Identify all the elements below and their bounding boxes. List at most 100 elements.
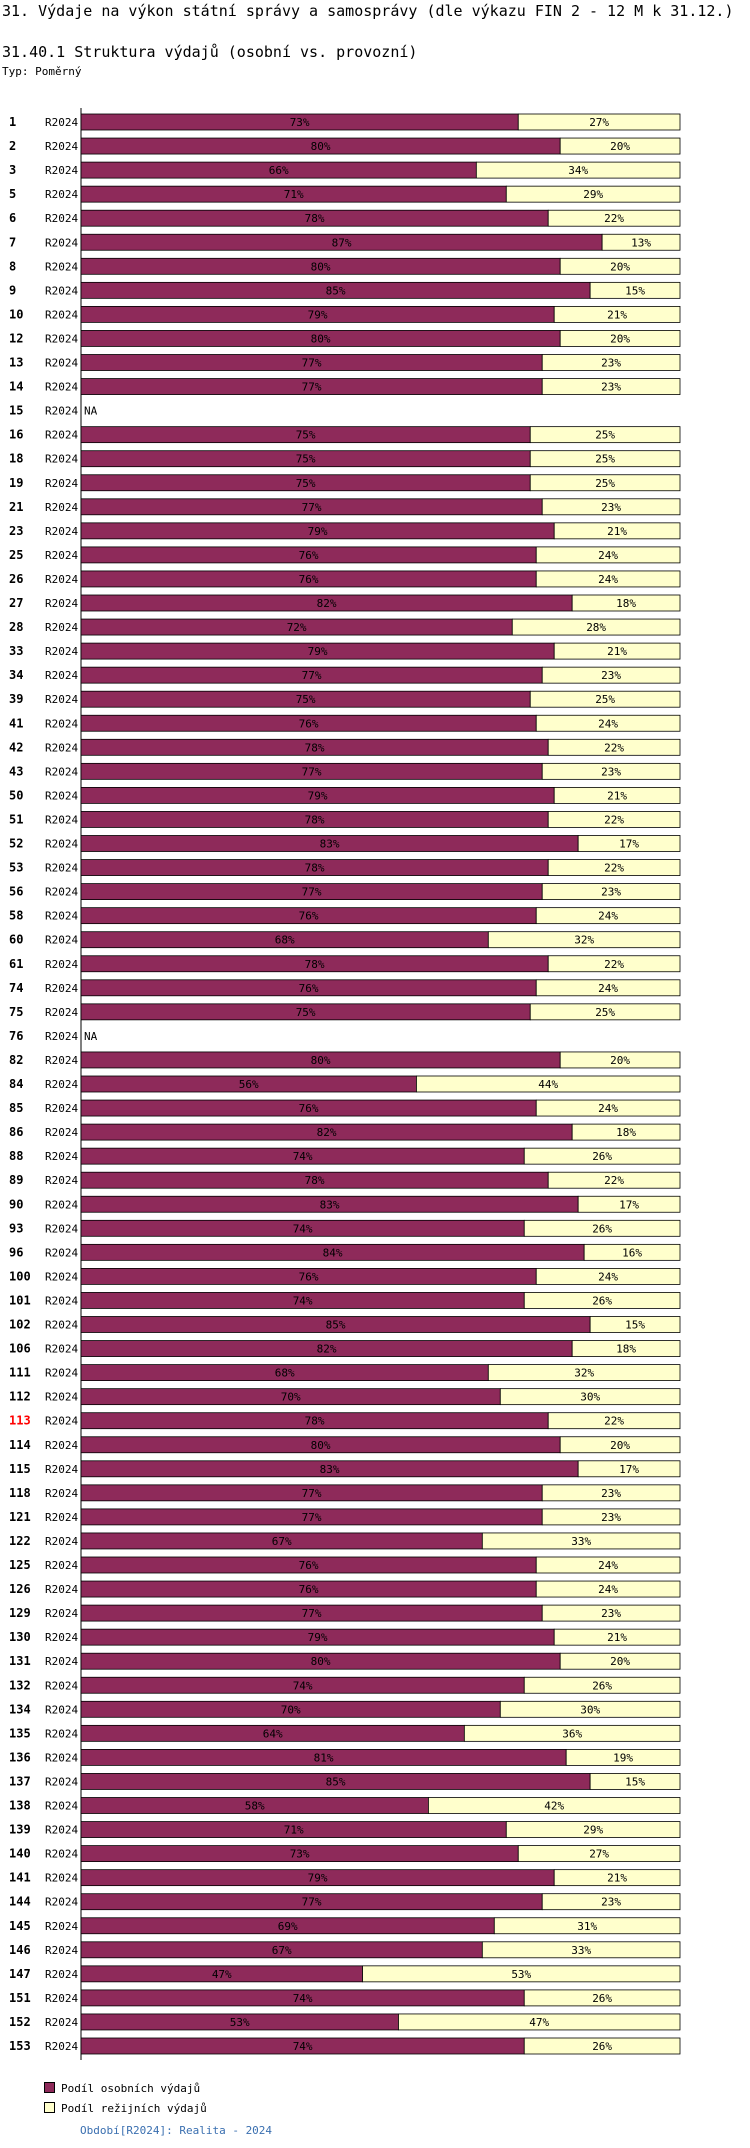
category-label: 90	[9, 1197, 23, 1211]
bar-overhead	[559, 137, 681, 155]
bar-overhead	[529, 474, 681, 492]
period-label: R2024	[45, 1463, 78, 1476]
bar-overhead	[541, 1893, 681, 1911]
bar-overhead	[523, 1147, 681, 1165]
data-label-overhead: 20%	[610, 1439, 630, 1452]
category-label: 74	[9, 981, 23, 995]
category-label: 28	[9, 620, 23, 634]
period-label: R2024	[45, 116, 78, 129]
bar-overhead	[541, 883, 681, 900]
period-label: R2024	[45, 1102, 78, 1115]
data-label-overhead: 23%	[601, 381, 621, 394]
period-label: R2024	[45, 1824, 78, 1837]
bar-overhead	[523, 1219, 681, 1237]
category-label: 96	[9, 1245, 23, 1259]
data-label-overhead: 25%	[595, 477, 615, 490]
period-label: R2024	[45, 1246, 78, 1259]
bar-overhead	[583, 1243, 681, 1261]
period-label: R2024	[45, 1992, 78, 2005]
category-label: 112	[9, 1390, 31, 1404]
category-label: 56	[9, 885, 23, 899]
bar-overhead	[487, 1364, 681, 1381]
category-label: 1	[9, 115, 16, 129]
bar-overhead	[571, 594, 681, 612]
category-label: 144	[9, 1895, 31, 1909]
bar-overhead	[589, 1773, 681, 1790]
period-label: R2024	[45, 188, 78, 201]
data-label-overhead: 25%	[595, 1006, 615, 1019]
period-label: R2024	[45, 717, 78, 730]
period-label: R2024	[45, 1968, 78, 1981]
category-label: 43	[9, 764, 23, 778]
period-label: R2024	[45, 597, 78, 610]
data-label-personal: 67%	[272, 1535, 292, 1548]
data-label-personal: 73%	[290, 116, 310, 129]
na-label: NA	[84, 1030, 98, 1043]
data-label-personal: 77%	[302, 1896, 322, 1909]
period-label: R2024	[45, 1126, 78, 1139]
period-label: R2024	[45, 813, 78, 826]
data-label-overhead: 16%	[622, 1246, 642, 1259]
data-label-overhead: 24%	[598, 717, 618, 730]
data-label-overhead: 29%	[583, 1824, 603, 1837]
period-label: R2024	[45, 236, 78, 249]
period-label: R2024	[45, 669, 78, 682]
data-label-personal: 77%	[302, 1487, 322, 1500]
chart-subtitle: 31.40.1 Struktura výdajů (osobní vs. pro…	[2, 43, 418, 61]
period-label: R2024	[45, 621, 78, 634]
period-label: R2024	[45, 765, 78, 778]
data-label-personal: 78%	[305, 741, 325, 754]
category-label: 111	[9, 1366, 31, 1380]
data-label-personal: 76%	[299, 982, 319, 995]
category-label: 130	[9, 1630, 31, 1644]
period-label: R2024	[45, 1415, 78, 1428]
bar-overhead	[547, 1412, 681, 1430]
period-label: R2024	[45, 1703, 78, 1716]
category-label: 139	[9, 1823, 31, 1837]
category-label: 16	[9, 428, 23, 442]
category-label: 25	[9, 548, 23, 562]
data-label-personal: 53%	[230, 2016, 250, 2029]
data-label-overhead: 18%	[616, 1343, 636, 1356]
category-label: 23	[9, 524, 23, 538]
period-label: R2024	[45, 260, 78, 273]
data-label-personal: 76%	[299, 549, 319, 562]
category-label: 19	[9, 476, 23, 490]
category-label: 61	[9, 957, 23, 971]
bar-overhead	[547, 955, 681, 973]
bar-overhead	[523, 2037, 681, 2055]
data-label-personal: 76%	[299, 1270, 319, 1283]
data-label-personal: 78%	[305, 958, 325, 971]
category-label: 132	[9, 1678, 31, 1692]
category-label: 41	[9, 716, 23, 730]
bar-overhead	[541, 1484, 681, 1502]
period-label: R2024	[45, 405, 78, 418]
bar-overhead	[535, 714, 681, 732]
category-label: 121	[9, 1510, 31, 1524]
period-label: R2024	[45, 1367, 78, 1380]
period-label: R2024	[45, 1679, 78, 1692]
category-label: 152	[9, 2015, 31, 2029]
data-label-personal: 80%	[311, 260, 331, 273]
period-label: R2024	[45, 477, 78, 490]
period-label: R2024	[45, 1343, 78, 1356]
data-label-overhead: 26%	[592, 1992, 612, 2005]
category-label: 9	[9, 283, 16, 297]
bar-overhead	[547, 209, 681, 227]
bar-overhead	[517, 1845, 681, 1862]
data-label-overhead: 15%	[625, 284, 645, 297]
category-label: 140	[9, 1847, 31, 1861]
data-label-personal: 74%	[293, 1679, 313, 1692]
data-label-personal: 73%	[290, 1848, 310, 1861]
period-label: R2024	[45, 1270, 78, 1283]
period-label: R2024	[45, 525, 78, 538]
data-label-personal: 77%	[302, 886, 322, 899]
bar-overhead	[553, 522, 681, 540]
data-label-personal: 67%	[272, 1944, 292, 1957]
category-label: 3	[9, 163, 16, 177]
period-label: R2024	[45, 886, 78, 899]
bar-overhead	[535, 1556, 681, 1574]
data-label-personal: 84%	[323, 1246, 343, 1259]
category-label: 52	[9, 837, 23, 851]
data-label-overhead: 24%	[598, 982, 618, 995]
